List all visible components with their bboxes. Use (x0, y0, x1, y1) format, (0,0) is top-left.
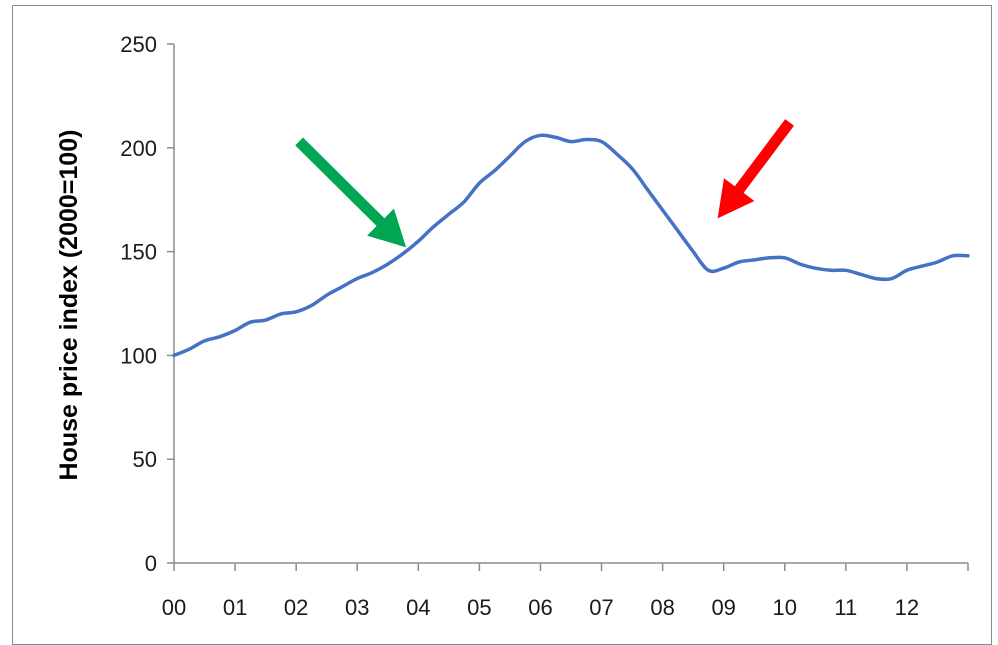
red-arrow (717, 119, 794, 219)
x-tick-label: 08 (650, 595, 674, 620)
x-tick-label: 04 (406, 595, 430, 620)
y-tick-label: 250 (120, 32, 157, 57)
x-tick-label: 01 (223, 595, 247, 620)
x-tick-label: 00 (162, 595, 186, 620)
y-tick-label: 50 (133, 447, 157, 472)
x-tick-label: 12 (895, 595, 919, 620)
green-arrow (295, 137, 407, 248)
y-axis-title: House price index (2000=100) (55, 130, 83, 481)
x-tick-label: 03 (345, 595, 369, 620)
axes (167, 43, 969, 571)
series-line (172, 133, 970, 358)
annotations (295, 119, 794, 248)
series-lines (172, 133, 970, 358)
y-tick-label: 150 (120, 240, 157, 265)
y-tick-label: 0 (145, 551, 157, 576)
x-tick-label: 02 (284, 595, 308, 620)
y-tick-label: 100 (120, 343, 157, 368)
chart-frame (12, 5, 992, 645)
tick-labels: 0 50 100 150 200 250 00 01 02 03 04 05 06 07 08 09 10 11 1… (120, 32, 919, 620)
x-tick-label: 09 (711, 595, 735, 620)
x-tick-label: 11 (834, 595, 857, 620)
x-tick-label: 06 (528, 595, 552, 620)
y-tick-label: 200 (120, 136, 157, 161)
x-tick-label: 10 (773, 595, 797, 620)
x-tick-label: 05 (467, 595, 491, 620)
x-tick-label: 07 (589, 595, 613, 620)
